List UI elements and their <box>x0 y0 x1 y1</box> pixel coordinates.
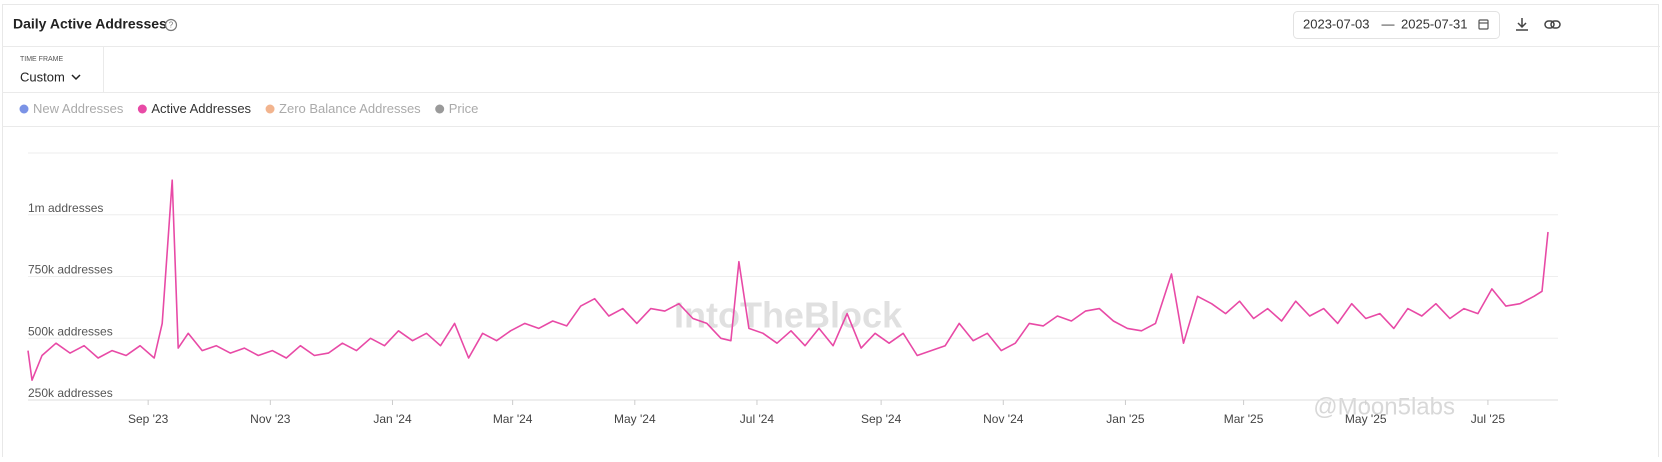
date-to: 2025-07-31 <box>1401 16 1468 31</box>
x-tick-label: Jul '25 <box>1471 412 1506 426</box>
svg-text:?: ? <box>169 21 174 30</box>
x-tick-label: Mar '25 <box>1224 412 1264 426</box>
x-tick-label: Sep '24 <box>861 412 902 426</box>
credit: @Moon5labs <box>1313 393 1455 420</box>
legend-label: Zero Balance Addresses <box>279 101 421 116</box>
legend-swatch <box>435 104 445 114</box>
x-tick-label: Jul '24 <box>740 412 775 426</box>
x-tick-label: Sep '23 <box>128 412 169 426</box>
legend-label: Active Addresses <box>151 101 251 116</box>
x-tick-label: May '24 <box>614 412 656 426</box>
y-tick-label: 750k addresses <box>28 263 113 277</box>
x-tick-label: Mar '24 <box>493 412 533 426</box>
link-icon[interactable] <box>1544 20 1561 29</box>
legend-label: New Addresses <box>33 101 124 116</box>
timeframe-value: Custom <box>20 69 65 84</box>
x-tick-label: Jan '24 <box>373 412 412 426</box>
date-picker[interactable] <box>1293 11 1500 39</box>
x-tick-label: Nov '24 <box>983 412 1024 426</box>
y-tick-label: 1m addresses <box>28 201 103 215</box>
legend-item[interactable]: Price <box>435 101 478 116</box>
x-tick-label: Jan '25 <box>1106 412 1145 426</box>
legend-swatch <box>19 104 29 114</box>
download-icon[interactable] <box>1516 18 1528 31</box>
help-icon[interactable]: ? <box>164 18 178 32</box>
calendar-icon[interactable] <box>1478 19 1489 30</box>
panel <box>2 4 1659 462</box>
date-separator: — <box>1382 16 1395 31</box>
legend-item[interactable]: Active Addresses <box>137 101 252 116</box>
x-tick-label: May '25 <box>1345 412 1387 426</box>
timeframe-select[interactable]: Custom <box>20 69 81 84</box>
legend-swatch <box>265 104 275 114</box>
legend-swatch <box>137 104 147 114</box>
date-from: 2023-07-03 <box>1303 16 1370 31</box>
legend-item[interactable]: New Addresses <box>19 101 124 116</box>
series-line <box>27 179 1549 381</box>
timeframe-label: TIME FRAME <box>20 56 63 63</box>
title: Daily Active Addresses <box>13 16 167 32</box>
legend-item[interactable]: Zero Balance Addresses <box>265 101 422 116</box>
legend-label: Price <box>449 101 479 116</box>
x-tick-label: Nov '23 <box>250 412 291 426</box>
watermark: IntoTheBlock <box>674 295 903 336</box>
y-tick-label: 250k addresses <box>28 386 113 400</box>
y-tick-label: 500k addresses <box>28 324 113 338</box>
